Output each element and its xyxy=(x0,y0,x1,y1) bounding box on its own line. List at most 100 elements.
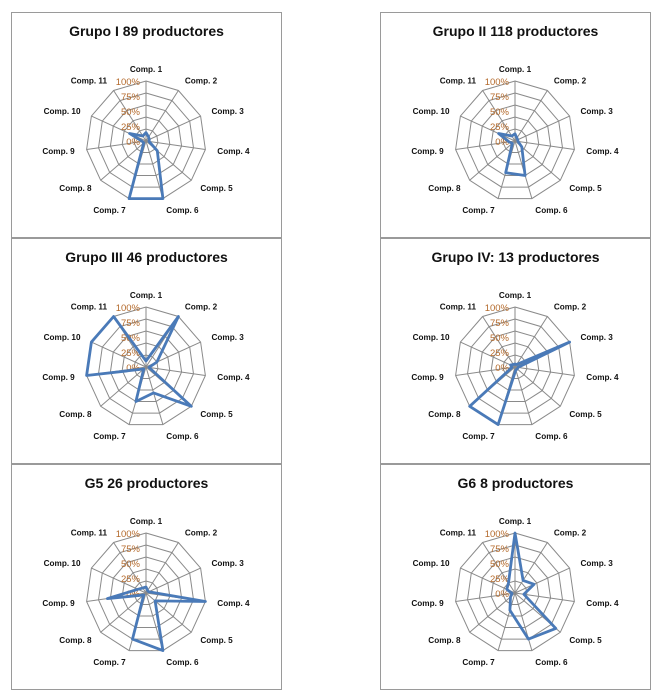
axis-category-label: Comp. 3 xyxy=(581,559,614,568)
axis-spoke xyxy=(455,366,516,376)
axis-category-label: Comp. 9 xyxy=(411,373,444,382)
axis-tick-label: 50% xyxy=(121,107,141,118)
axis-category-label: Comp. 8 xyxy=(428,184,461,193)
axis-tick-label: 75% xyxy=(121,544,141,555)
grid-ring xyxy=(121,342,171,391)
axis-spoke xyxy=(482,316,516,368)
axis-spoke xyxy=(145,366,206,376)
axis-category-label: Comp. 4 xyxy=(586,373,619,382)
axis-category-label: Comp. 4 xyxy=(217,373,250,382)
axis-category-label: Comp. 6 xyxy=(166,658,199,667)
chart-title: G6 8 productores xyxy=(457,475,574,491)
axis-tick-label: 50% xyxy=(490,559,510,570)
radar-chart: Comp. 1 Comp. 2 Comp. 3 Comp. 4 Comp. 5 Comp.… xyxy=(411,291,619,441)
axis-category-label: Comp. 1 xyxy=(130,291,163,300)
axis-spoke xyxy=(100,366,147,407)
axis-category-label: Comp. 8 xyxy=(428,636,461,645)
axis-category-label: Comp. 10 xyxy=(413,333,450,342)
axis-category-label: Comp. 7 xyxy=(462,432,495,441)
grid-ring xyxy=(97,92,195,188)
axis-tick-label: 75% xyxy=(490,318,510,329)
axis-category-label: Comp. 3 xyxy=(581,107,614,116)
axis-category-label: Comp. 1 xyxy=(130,65,163,74)
axis-tick-label: 0% xyxy=(495,137,509,148)
axis-category-label: Comp. 7 xyxy=(93,206,126,215)
grid-ring xyxy=(466,544,564,640)
radar-chart: Comp. 1 Comp. 2 Comp. 3 Comp. 4 Comp. 5 Comp.… xyxy=(42,517,250,667)
axis-category-label: Comp. 9 xyxy=(42,599,75,608)
axis-spoke xyxy=(514,90,548,142)
axis-category-label: Comp. 4 xyxy=(586,147,619,156)
radar-chart-panel: G6 8 productores Comp. 1 Comp. 2 Comp. 3 Co… xyxy=(380,464,651,690)
axis-tick-label: 100% xyxy=(485,77,510,88)
axis-tick-label: 25% xyxy=(121,574,141,585)
axis-category-label: Comp. 8 xyxy=(59,636,92,645)
axis-category-label: Comp. 5 xyxy=(200,184,233,193)
axis-category-label: Comp. 2 xyxy=(185,528,218,537)
axis-category-label: Comp. 1 xyxy=(499,65,532,74)
axis-tick-label: 0% xyxy=(126,137,140,148)
grid-ring xyxy=(490,116,540,165)
grid-ring xyxy=(466,318,564,414)
axis-tick-label: 0% xyxy=(126,363,140,374)
axis-spoke xyxy=(460,341,516,368)
axis-spoke xyxy=(514,366,575,376)
axis-category-label: Comp. 5 xyxy=(569,410,602,419)
axis-category-label: Comp. 7 xyxy=(93,658,126,667)
grid-ring xyxy=(455,306,575,426)
axis-spoke xyxy=(145,592,192,633)
series-line xyxy=(85,315,193,408)
axis-spoke xyxy=(514,140,575,150)
axis-tick-label: 50% xyxy=(490,107,510,118)
chart-title: Grupo II 118 productores xyxy=(432,23,599,39)
axis-category-label: Comp. 7 xyxy=(462,658,495,667)
axis-category-label: Comp. 3 xyxy=(212,333,245,342)
axis-category-label: Comp. 9 xyxy=(42,147,75,156)
axis-category-label: Comp. 10 xyxy=(44,559,81,568)
axis-category-label: Comp. 9 xyxy=(42,373,75,382)
axis-category-label: Comp. 3 xyxy=(212,559,245,568)
axis-tick-label: 50% xyxy=(490,333,510,344)
axis-spoke xyxy=(145,140,206,150)
axis-tick-label: 0% xyxy=(495,589,509,600)
grid-ring xyxy=(86,532,206,652)
axis-category-label: Comp. 4 xyxy=(217,147,250,156)
radar-chart: Comp. 1 Comp. 2 Comp. 3 Comp. 4 Comp. 5 Comp.… xyxy=(42,65,250,215)
axis-tick-label: 100% xyxy=(485,303,510,314)
axis-tick-label: 100% xyxy=(116,529,141,540)
axis-tick-label: 50% xyxy=(121,559,141,570)
axis-category-label: Comp. 6 xyxy=(166,206,199,215)
chart-title: Grupo IV: 13 productores xyxy=(431,249,600,265)
axis-spoke xyxy=(145,542,179,594)
axis-spoke xyxy=(469,592,516,633)
axis-spoke xyxy=(145,115,201,142)
axis-category-label: Comp. 3 xyxy=(581,333,614,342)
axis-category-label: Comp. 11 xyxy=(440,302,477,311)
chart-title: Grupo I 89 productores xyxy=(69,23,224,39)
axis-tick-label: 100% xyxy=(116,303,141,314)
axis-spoke xyxy=(514,366,533,425)
axis-category-label: Comp. 6 xyxy=(166,432,199,441)
grid-ring xyxy=(478,104,552,176)
radar-chart-panel: Grupo I 89 productores Comp. 1 Comp. 2 Com… xyxy=(11,12,282,238)
series-line xyxy=(497,132,527,177)
axis-tick-label: 100% xyxy=(485,529,510,540)
axis-spoke xyxy=(145,90,179,142)
axis-tick-label: 75% xyxy=(490,544,510,555)
axis-category-label: Comp. 2 xyxy=(554,528,587,537)
axis-category-label: Comp. 10 xyxy=(413,559,450,568)
axis-spoke xyxy=(91,341,147,368)
series-line xyxy=(505,531,558,641)
grid-ring xyxy=(502,580,528,605)
axis-category-label: Comp. 6 xyxy=(535,432,568,441)
axis-category-label: Comp. 5 xyxy=(200,636,233,645)
axis-category-label: Comp. 8 xyxy=(59,184,92,193)
axis-category-label: Comp. 5 xyxy=(569,184,602,193)
axis-spoke xyxy=(514,115,570,142)
axis-category-label: Comp. 10 xyxy=(44,333,81,342)
grid-ring xyxy=(109,556,183,628)
series-line xyxy=(106,585,207,653)
axis-category-label: Comp. 6 xyxy=(535,206,568,215)
